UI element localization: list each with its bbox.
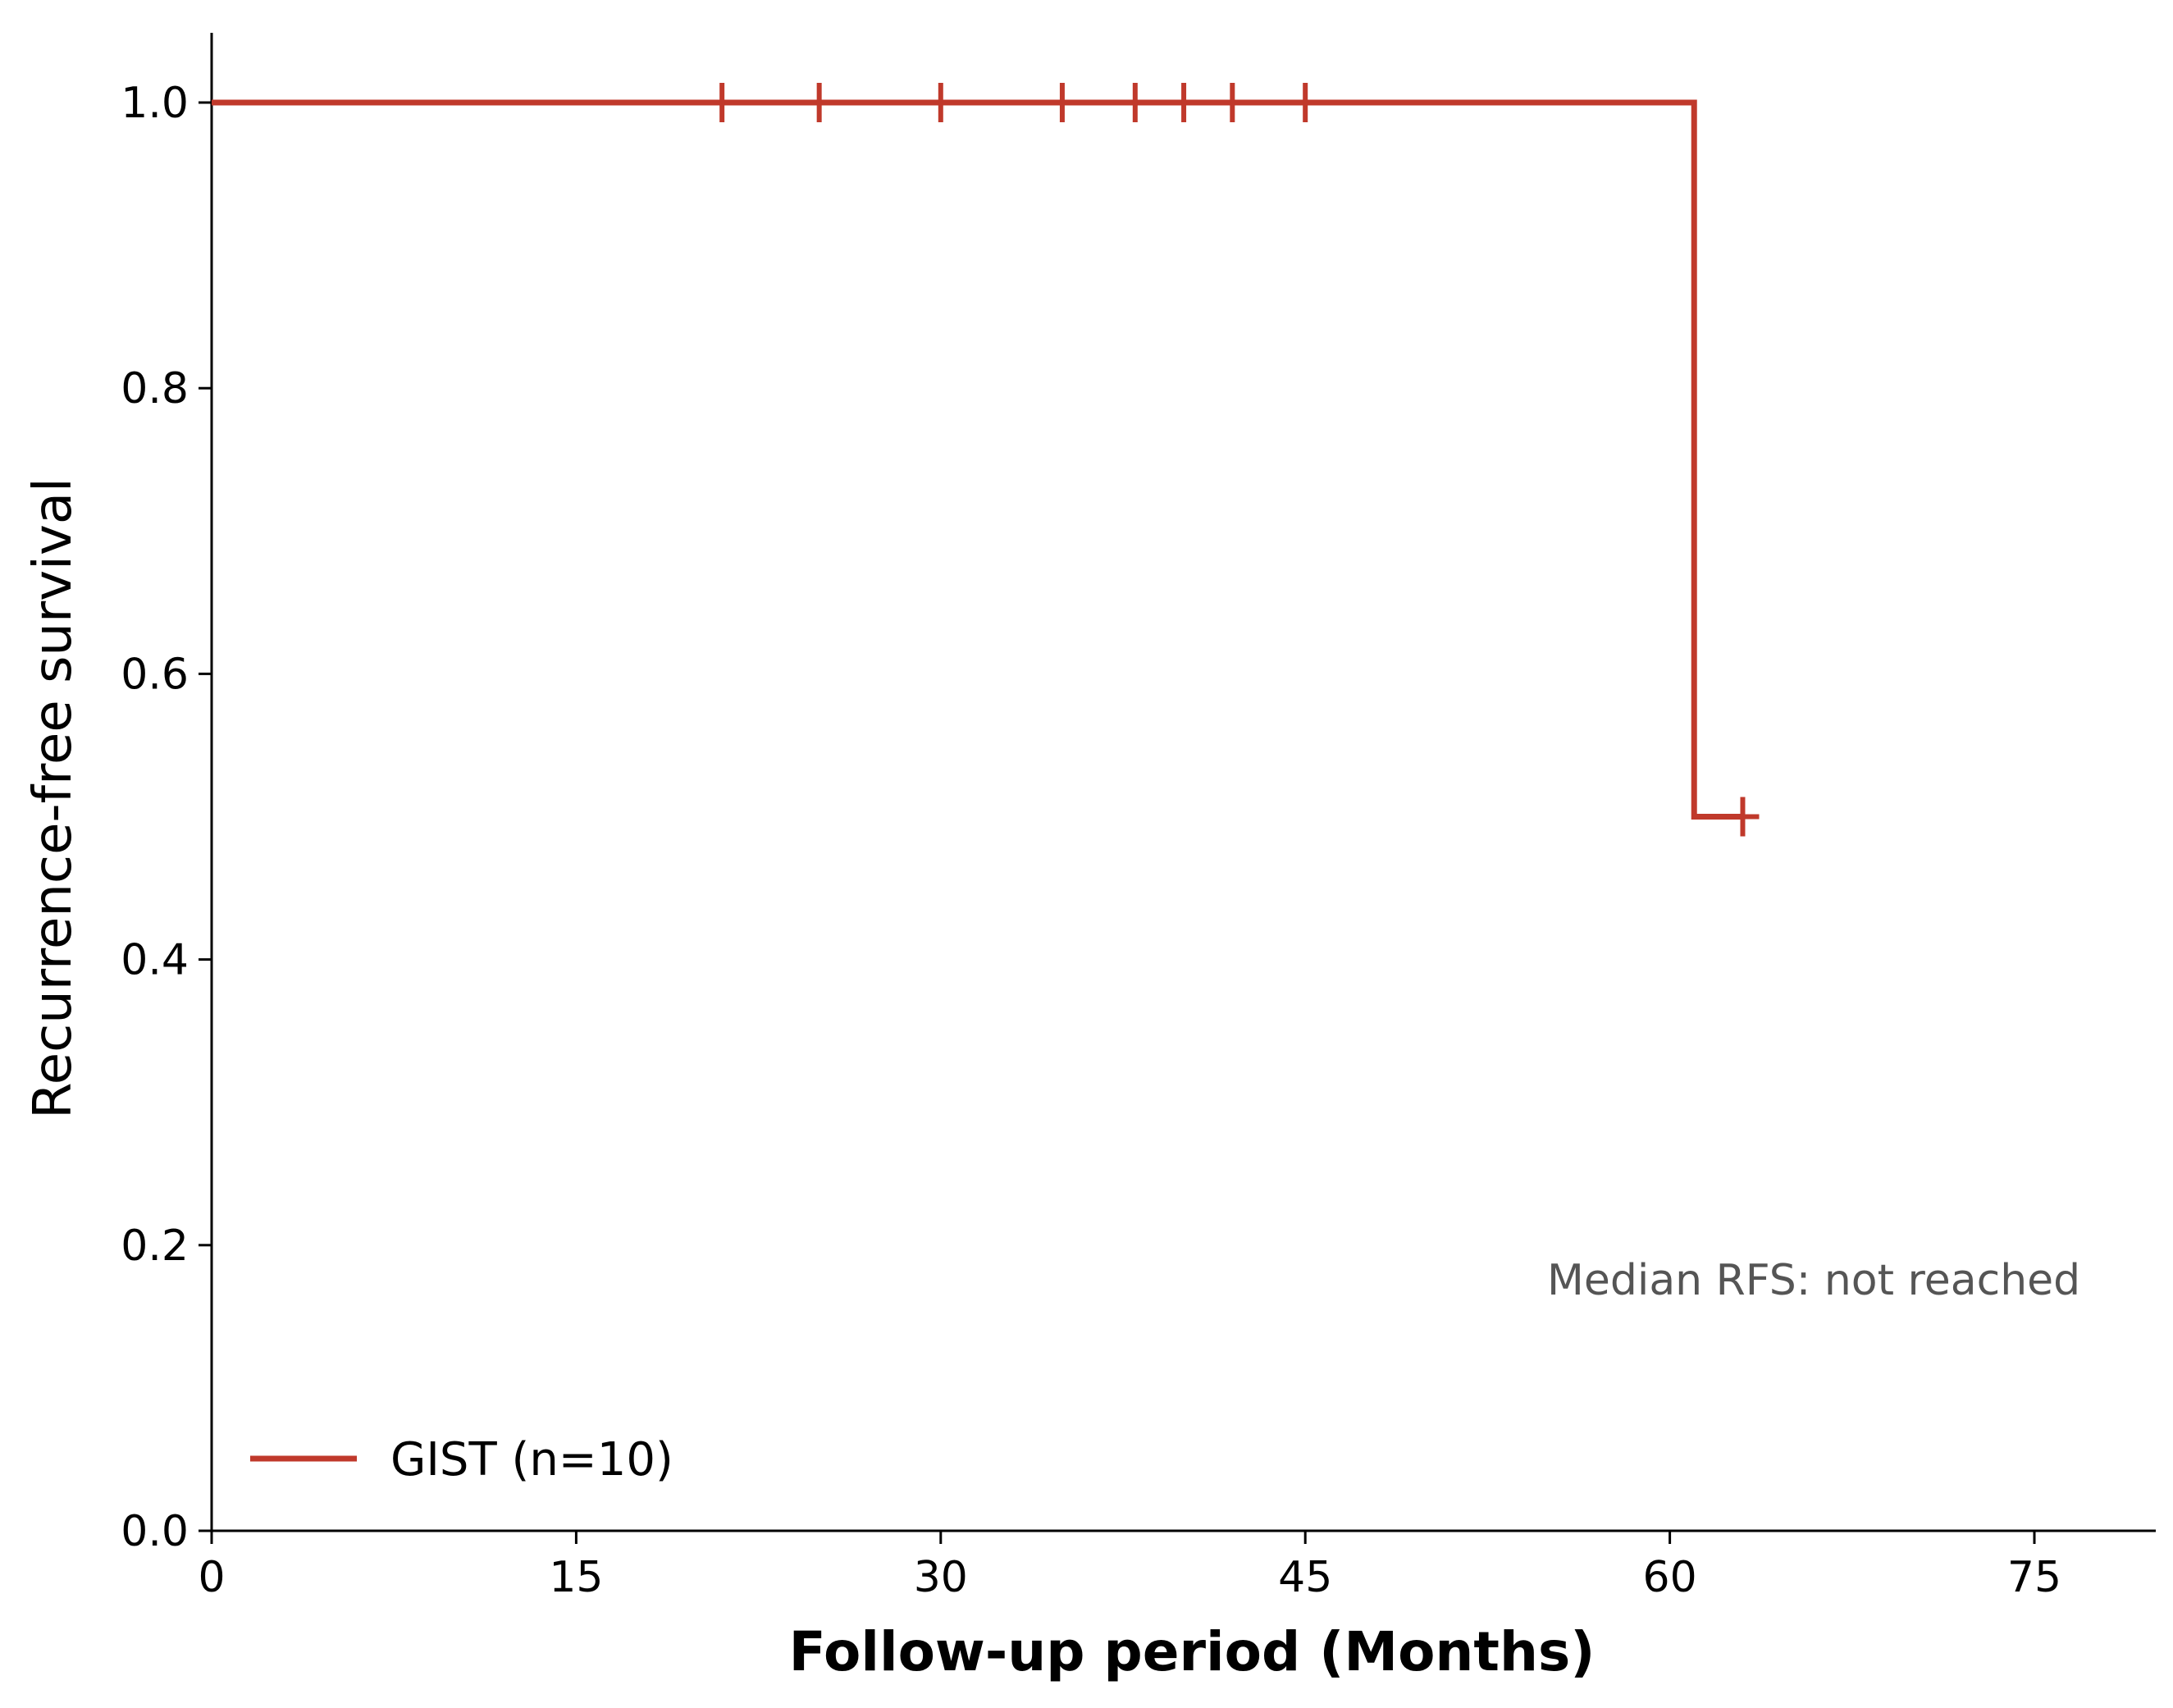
y-tick-label: 0.8 bbox=[121, 364, 189, 413]
y-tick-label: 0.6 bbox=[121, 650, 189, 699]
x-tick-label: 30 bbox=[914, 1553, 968, 1602]
axes bbox=[210, 33, 2156, 1532]
y-axis-ticks: 0.0 0.2 0.4 0.6 0.8 1.0 bbox=[121, 79, 212, 1556]
x-tick-label: 15 bbox=[549, 1553, 603, 1602]
legend-label-gist: GIST (n=10) bbox=[390, 1433, 673, 1487]
legend: GIST (n=10) bbox=[250, 1433, 673, 1487]
y-tick-label: 0.0 bbox=[121, 1507, 189, 1556]
median-rfs-annotation: Median RFS: not reached bbox=[1547, 1256, 2080, 1305]
x-tick-label: 75 bbox=[2007, 1553, 2061, 1602]
x-axis-ticks: 0 15 30 45 60 75 bbox=[198, 1531, 2061, 1602]
x-tick-label: 45 bbox=[1278, 1553, 1332, 1602]
x-tick-label: 0 bbox=[198, 1553, 225, 1602]
y-tick-label: 0.2 bbox=[121, 1222, 189, 1271]
y-tick-label: 1.0 bbox=[121, 79, 189, 128]
x-axis-label: Follow-up period (Months) bbox=[789, 1620, 1596, 1683]
survival-curve bbox=[212, 99, 1743, 820]
y-axis-label: Recurrence-free survival bbox=[23, 477, 84, 1119]
x-tick-label: 60 bbox=[1643, 1553, 1697, 1602]
y-tick-label: 0.4 bbox=[121, 936, 189, 985]
plot-area bbox=[212, 83, 1760, 837]
